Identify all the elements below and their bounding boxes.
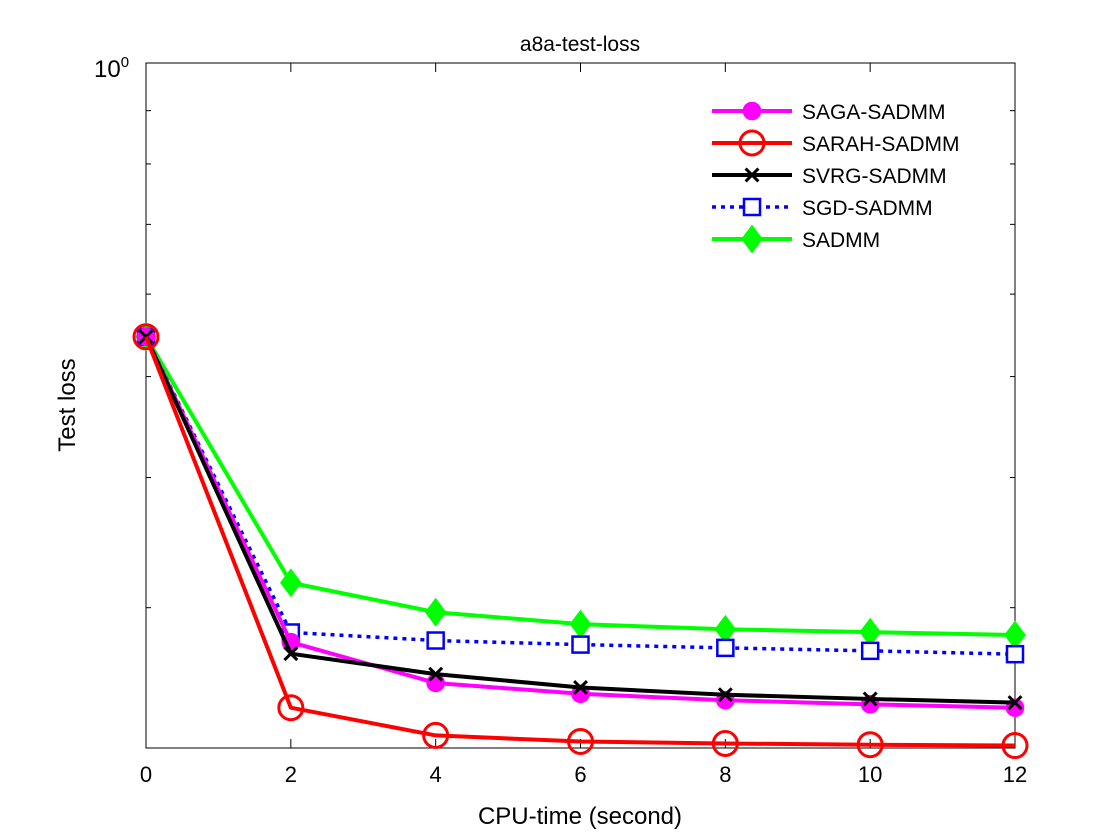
series-sadmm	[135, 322, 1026, 650]
x-axis-label: CPU-time (second)	[478, 803, 682, 830]
data-point-sadmm	[280, 568, 302, 598]
series-sarah-sadmm	[132, 323, 1029, 760]
chart-title: a8a-test-loss	[520, 33, 640, 56]
legend-marker-saga-sadmm	[742, 101, 762, 121]
marker-stroke	[1007, 695, 1023, 711]
data-point-sarah-sadmm	[711, 729, 739, 757]
data-point-saga-sadmm	[426, 673, 445, 693]
x-axis-ticks: 0 2 4 6 8 10 12	[140, 63, 1027, 787]
data-point-sgd-sadmm	[571, 635, 590, 654]
data-point-svrg-sadmm	[428, 666, 444, 682]
legend-label-sgd-sadmm: SGD-SADMM	[802, 197, 933, 220]
data-point-sgd-sadmm	[860, 641, 880, 661]
legend-label-saga-sadmm: SAGA-SADMM	[802, 101, 946, 124]
marker-stroke	[862, 691, 878, 707]
series-svrg-sadmm	[138, 329, 1023, 711]
marker-stroke	[428, 666, 444, 682]
legend-label-sarah-sadmm: SARAH-SADMM	[802, 133, 960, 156]
x-tick-label: 6	[574, 762, 586, 787]
data-point-sadmm	[424, 597, 447, 627]
data-point-sarah-sadmm	[567, 727, 594, 755]
marker-stroke	[138, 329, 154, 345]
data-point-svrg-sadmm	[283, 646, 299, 662]
y-tick-label-exponent: 0	[121, 54, 129, 71]
marker-stroke	[744, 167, 760, 183]
y-axis-label: Test loss	[54, 358, 81, 451]
x-tick-label: 10	[858, 762, 882, 787]
series-line-sarah-sadmm	[144, 336, 1016, 748]
data-point-sgd-sadmm	[426, 631, 445, 650]
legend-marker-svrg-sadmm	[744, 167, 760, 183]
data-point-sarah-sadmm	[856, 731, 884, 759]
data-point-sgd-sadmm	[716, 638, 735, 658]
y-tick-label-top: 100	[94, 54, 129, 83]
data-point-svrg-sadmm	[862, 691, 878, 707]
series-layer	[132, 322, 1029, 760]
data-point-svrg-sadmm	[138, 329, 154, 345]
legend-marker-sarah-sadmm	[738, 129, 766, 157]
y-axis-ticks	[146, 62, 1015, 609]
y-tick-label-base: 10	[94, 56, 121, 83]
legend-marker-sadmm	[741, 224, 763, 254]
data-point-sarah-sadmm	[132, 323, 160, 351]
data-point-svrg-sadmm	[1007, 695, 1023, 711]
legend-label-svrg-sadmm: SVRG-SADMM	[802, 165, 947, 188]
x-tick-label: 8	[719, 762, 731, 787]
marker-stroke	[283, 646, 299, 662]
data-point-sgd-sadmm	[1005, 644, 1025, 664]
data-point-sarah-sadmm	[422, 721, 450, 749]
data-point-svrg-sadmm	[717, 687, 733, 703]
legend-label-sadmm: SADMM	[802, 229, 880, 252]
data-point-svrg-sadmm	[573, 680, 588, 695]
marker-stroke	[717, 687, 733, 703]
data-point-sarah-sadmm	[277, 694, 305, 722]
legend-marker-sgd-sadmm	[742, 197, 762, 217]
marker-stroke	[573, 680, 588, 695]
x-tick-label: 2	[285, 762, 297, 787]
x-tick-label: 0	[140, 762, 152, 787]
data-point-sarah-sadmm	[1001, 732, 1029, 760]
x-tick-label: 12	[1003, 762, 1027, 787]
legend: SAGA-SADMM SARAH-SADMM SVRG-SADMM SGD-SADMM…	[700, 95, 1000, 265]
x-tick-label: 4	[430, 762, 442, 787]
